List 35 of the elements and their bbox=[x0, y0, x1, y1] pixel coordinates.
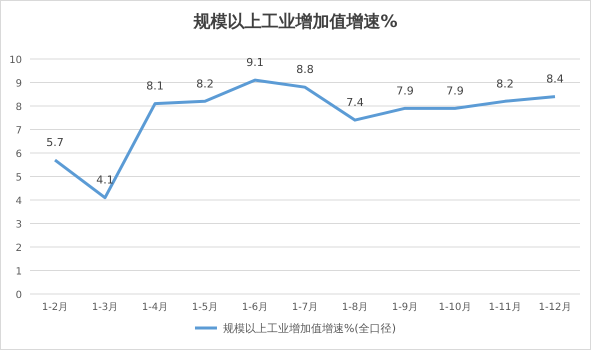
x-tick-label: 1-10月 bbox=[438, 302, 472, 313]
x-tick-label: 1-9月 bbox=[392, 302, 418, 313]
data-label: 7.4 bbox=[346, 96, 364, 110]
y-tick-label: 3 bbox=[16, 220, 22, 230]
x-tick-label: 1-12月 bbox=[538, 302, 572, 313]
y-tick-label: 5 bbox=[16, 172, 22, 184]
data-label: 8.4 bbox=[546, 72, 564, 86]
x-tick-label: 1-7月 bbox=[292, 302, 318, 313]
data-label: 8.8 bbox=[296, 63, 314, 76]
data-label: 7.9 bbox=[396, 84, 414, 98]
y-tick-label: 10 bbox=[9, 55, 22, 66]
x-tick-label: 1-2月 bbox=[42, 302, 68, 313]
data-label: 5.7 bbox=[46, 136, 64, 150]
chart-title: 规模以上工业增加值增速% bbox=[192, 12, 398, 32]
x-tick-label: 1-6月 bbox=[242, 302, 268, 313]
y-tick-label: 4 bbox=[16, 196, 22, 207]
y-tick-label: 2 bbox=[16, 243, 22, 254]
y-tick-label: 8 bbox=[16, 102, 22, 113]
legend: 规模以上工业增加值增速%(全口径) bbox=[194, 322, 396, 335]
x-tick-label: 1-3月 bbox=[92, 302, 118, 313]
x-tick-label: 1-5月 bbox=[192, 302, 218, 313]
data-label: 7.9 bbox=[446, 84, 464, 98]
x-tick-label: 1-11月 bbox=[488, 302, 522, 313]
y-tick-label: 9 bbox=[16, 78, 22, 90]
data-label: 8.2 bbox=[196, 77, 214, 90]
y-tick-label: 7 bbox=[16, 126, 22, 136]
data-label: 9.1 bbox=[246, 56, 264, 70]
x-tick-label: 1-8月 bbox=[342, 302, 368, 313]
data-label: 4.1 bbox=[96, 174, 114, 187]
y-tick-label: 6 bbox=[16, 149, 22, 160]
data-label: 8.2 bbox=[496, 77, 514, 90]
x-tick-label: 1-4月 bbox=[142, 302, 168, 313]
y-tick-label: 1 bbox=[16, 266, 22, 278]
data-label: 8.1 bbox=[146, 80, 164, 93]
y-tick-label: 0 bbox=[16, 290, 22, 301]
